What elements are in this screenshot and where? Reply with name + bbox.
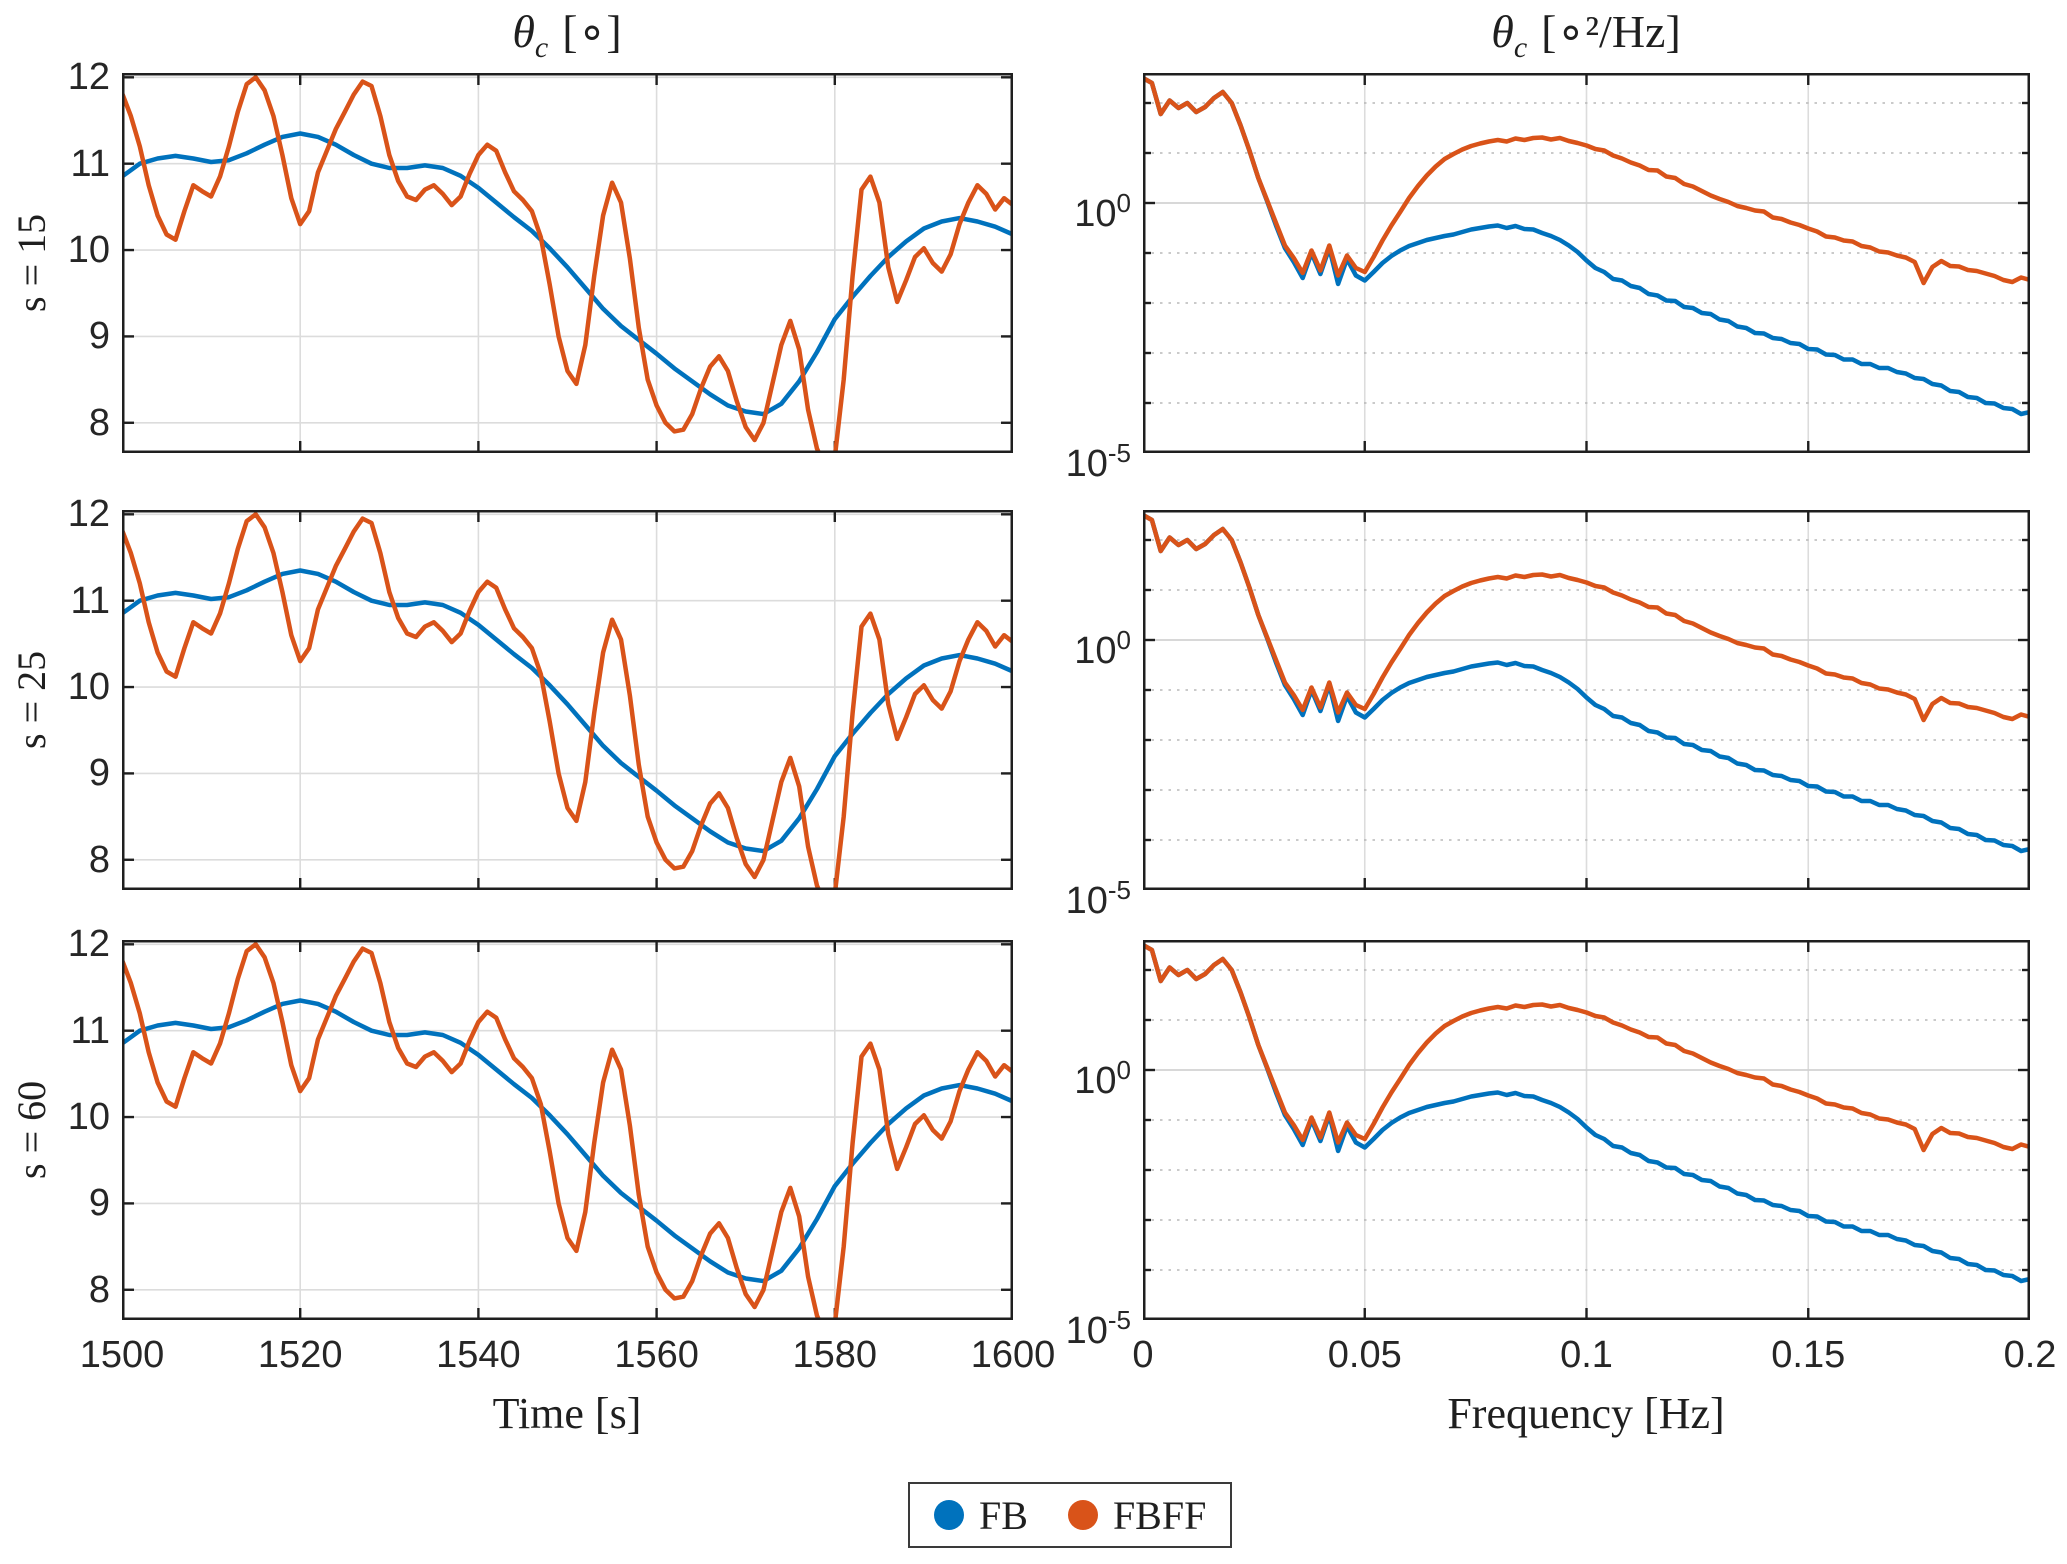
x-tick-label-time: 1500 xyxy=(79,1334,165,1376)
row-label-1: s = 15 xyxy=(9,213,54,313)
y-tick-label-left: 12 xyxy=(67,56,110,99)
theta-symbol: θ xyxy=(1491,6,1514,57)
y-tick-label-right: 100 xyxy=(1074,188,1131,235)
y-tick-label-left: 10 xyxy=(67,229,110,272)
x-tick-label-frequency: 0.15 xyxy=(1771,1334,1846,1376)
x-tick-label-frequency: 0 xyxy=(1132,1334,1154,1376)
y-tick-label-left: 8 xyxy=(88,401,110,444)
legend: FB FBFF xyxy=(908,1482,1233,1548)
psd-plot-row3 xyxy=(1143,940,2030,1320)
fb-legend-label: FB xyxy=(979,1492,1028,1538)
y-tick-label-left: 11 xyxy=(70,142,110,185)
y-tick-label-left: 8 xyxy=(88,838,110,881)
y-tick-label-left: 12 xyxy=(67,923,110,966)
x-tick-label-time: 1520 xyxy=(257,1334,343,1376)
theta-symbol: θ xyxy=(512,6,535,57)
x-tick-label-time: 1600 xyxy=(970,1334,1056,1376)
y-tick-label-right: 10-5 xyxy=(1065,1305,1131,1352)
legend-item-fbff[interactable]: FBFF xyxy=(1067,1492,1207,1539)
y-tick-label-left: 9 xyxy=(88,1182,110,1225)
x-tick-label-time: 1580 xyxy=(792,1334,878,1376)
right-title-unit: [∘²/Hz] xyxy=(1541,6,1681,57)
x-tick-label-time: 1560 xyxy=(614,1334,699,1376)
left-column-title: θc [∘] xyxy=(512,4,621,65)
y-tick-label-left: 11 xyxy=(70,1009,110,1052)
y-tick-label-left: 9 xyxy=(88,752,110,795)
time-axis-label: Time [s] xyxy=(492,1389,642,1438)
fbff-legend-marker xyxy=(1067,1500,1098,1530)
theta-subscript: c xyxy=(534,31,549,64)
psd-plot-row1 xyxy=(1143,73,2030,453)
time-series-plot-row3 xyxy=(122,940,1013,1320)
fbff-legend-label: FBFF xyxy=(1112,1492,1207,1538)
right-column-title: θc [∘²/Hz] xyxy=(1491,4,1681,65)
y-tick-label-right: 10-5 xyxy=(1065,875,1131,922)
time-series-plot-row2 xyxy=(122,510,1013,890)
time-series-plot-row1 xyxy=(122,73,1013,453)
legend-item-fb[interactable]: FB xyxy=(934,1492,1028,1539)
y-tick-label-right: 10-5 xyxy=(1065,438,1131,485)
psd-plot-row2 xyxy=(1143,510,2030,890)
x-tick-label-frequency: 0.1 xyxy=(1560,1334,1613,1376)
y-tick-label-left: 12 xyxy=(67,493,110,536)
y-tick-label-left: 11 xyxy=(70,579,110,622)
row-label-2: s = 25 xyxy=(9,650,54,750)
theta-subscript: c xyxy=(1513,31,1528,64)
x-tick-label-frequency: 0.05 xyxy=(1327,1334,1402,1376)
x-tick-label-time: 1540 xyxy=(436,1334,521,1376)
y-tick-label-right: 100 xyxy=(1074,1055,1131,1102)
y-tick-label-left: 9 xyxy=(88,315,110,358)
y-tick-label-left: 10 xyxy=(67,1096,110,1139)
left-title-unit: [∘] xyxy=(562,6,622,57)
frequency-axis-label: Frequency [Hz] xyxy=(1447,1389,1725,1438)
row-label-3: s = 60 xyxy=(9,1080,54,1180)
x-tick-label-frequency: 0.2 xyxy=(2003,1334,2057,1376)
y-tick-label-left: 10 xyxy=(67,666,110,709)
fb-legend-marker xyxy=(934,1500,964,1530)
y-tick-label-left: 8 xyxy=(88,1268,110,1311)
y-tick-label-right: 100 xyxy=(1074,625,1131,672)
